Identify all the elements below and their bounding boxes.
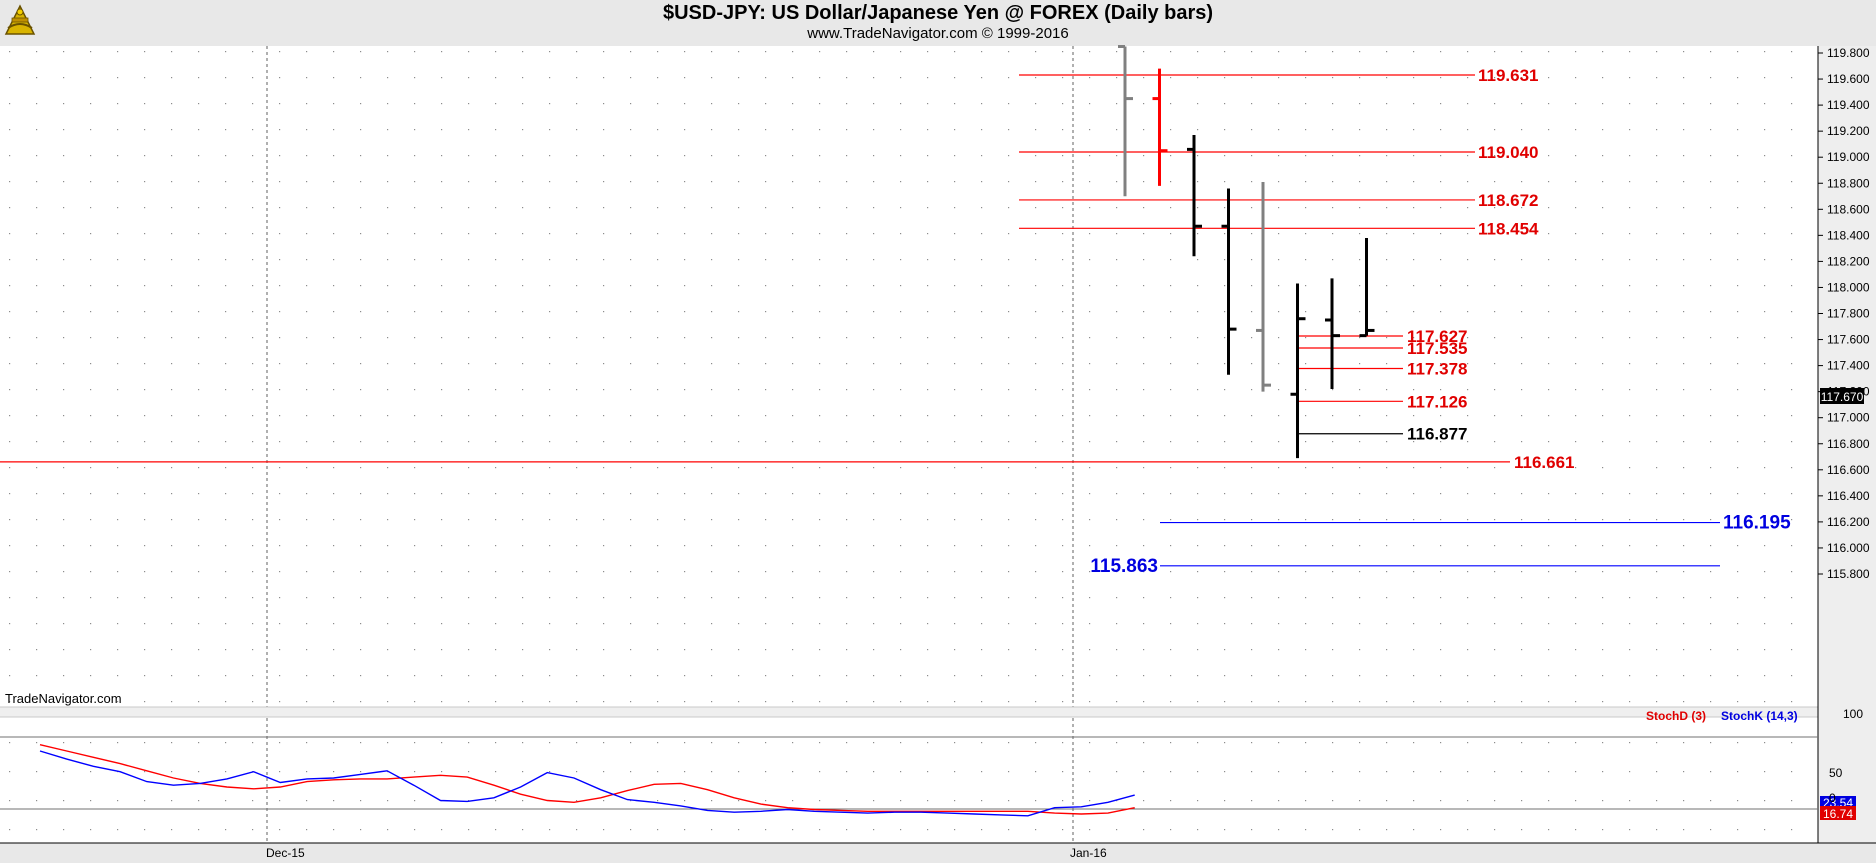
price-level: 118.454 xyxy=(1019,219,1539,238)
price-axis-panel xyxy=(1818,46,1876,843)
stochd-legend: StochD (3) xyxy=(1646,709,1706,723)
chart-subtitle: www.TradeNavigator.com © 1999-2016 xyxy=(807,25,1069,42)
price-level-label: 117.535 xyxy=(1407,339,1468,358)
price-level: 116.661 xyxy=(0,453,1575,472)
price-tick-label: 116.200 xyxy=(1827,515,1870,529)
date-label-jan: Jan-16 xyxy=(1070,846,1107,860)
stochd-line xyxy=(39,744,1135,815)
price-level-label: 116.877 xyxy=(1407,425,1468,444)
price-level-label: 119.040 xyxy=(1478,143,1539,162)
price-level-label: 118.454 xyxy=(1478,219,1539,238)
price-level: 119.631 xyxy=(1019,66,1539,85)
price-tick-label: 116.400 xyxy=(1827,489,1870,503)
pane-separator xyxy=(0,707,1876,717)
stoch-tick-100: 100 xyxy=(1843,707,1863,721)
price-tick-label: 119.600 xyxy=(1827,72,1870,86)
date-axis xyxy=(0,843,1876,863)
stochk-line xyxy=(39,750,1135,817)
ohlc-bar xyxy=(1187,135,1202,257)
price-levels: 119.631 119.040 118.672 118.454 117.627117.5… xyxy=(0,66,1791,577)
last-price-tag xyxy=(1820,388,1864,404)
price-tick-label: 117.800 xyxy=(1827,307,1870,321)
price-tick-label: 119.200 xyxy=(1827,124,1870,138)
price-level: 117.535 xyxy=(1297,339,1468,358)
date-label-dec: Dec-15 xyxy=(266,846,305,860)
price-tick-label: 118.800 xyxy=(1827,176,1870,190)
ohlc-bar xyxy=(1221,188,1237,375)
stoch-tick-0: 0 xyxy=(1829,791,1836,805)
price-tick-label: 119.400 xyxy=(1827,98,1870,112)
stochd-value-label: 16.74 xyxy=(1823,807,1853,821)
price-level: 115.863 xyxy=(1090,556,1720,577)
chart-header: $USD-JPY: US Dollar/Japanese Yen @ FOREX… xyxy=(0,0,1876,46)
price-tick-label: 118.400 xyxy=(1827,228,1870,242)
price-tick-label: 116.000 xyxy=(1827,541,1870,555)
price-level-label: 119.631 xyxy=(1478,66,1539,85)
price-level: 119.040 xyxy=(1019,143,1539,162)
ohlc-bar xyxy=(1152,68,1168,186)
stoch-tick-50: 50 xyxy=(1829,766,1843,780)
price-tick-label: 119.800 xyxy=(1827,46,1870,60)
ohlc-bar xyxy=(1325,278,1340,390)
ohlc-bar xyxy=(1118,44,1133,197)
ohlc-bar xyxy=(1290,283,1306,459)
price-tick-label: 118.000 xyxy=(1827,280,1870,294)
price-level-label: 115.863 xyxy=(1090,556,1158,577)
ohlc-bar xyxy=(1256,181,1271,392)
stochastic-lines xyxy=(39,744,1135,817)
price-level: 118.672 xyxy=(1019,191,1539,210)
ohlc-bar xyxy=(1359,237,1375,338)
price-tick-label: 116.600 xyxy=(1827,463,1870,477)
price-tick-label: 117.600 xyxy=(1827,333,1870,347)
chart-title: $USD-JPY: US Dollar/Japanese Yen @ FOREX… xyxy=(662,2,1214,24)
price-level-label: 117.627 xyxy=(1407,327,1468,346)
price-grid xyxy=(0,46,1818,707)
price-axis-ticks: 119.800 119.600 119.400 119.200 119.000 118.8… xyxy=(1818,46,1870,581)
price-tick-label: 115.800 xyxy=(1827,567,1870,581)
price-level-label: 117.378 xyxy=(1407,359,1468,378)
price-tick-label: 117.000 xyxy=(1827,411,1870,425)
stochk-value-tag xyxy=(1820,796,1856,809)
stochk-legend: StochK (14,3) xyxy=(1721,709,1798,723)
price-tick-label: 119.000 xyxy=(1827,150,1870,164)
price-level: 116.877 xyxy=(1297,425,1468,444)
last-price-label: 117.670 xyxy=(1821,390,1864,404)
price-level-label: 117.126 xyxy=(1407,392,1468,411)
price-level-label: 118.672 xyxy=(1478,191,1539,210)
sextant-logo-icon xyxy=(4,4,36,35)
price-level-label: 116.195 xyxy=(1723,513,1791,534)
price-level-label: 116.661 xyxy=(1514,453,1575,472)
price-level: 117.627 xyxy=(1297,327,1468,346)
price-level: 117.378 xyxy=(1297,359,1468,378)
stochd-value-tag xyxy=(1820,806,1856,820)
price-tick-label: 116.800 xyxy=(1827,437,1870,451)
price-level: 116.195 xyxy=(1160,513,1791,534)
price-tick-label: 117.400 xyxy=(1827,359,1870,373)
price-tick-label: 118.200 xyxy=(1827,254,1870,268)
ohlc-bars xyxy=(1118,44,1375,459)
price-level: 117.126 xyxy=(1297,392,1468,411)
price-tick-label: 118.600 xyxy=(1827,202,1870,216)
watermark: TradeNavigator.com xyxy=(5,691,122,706)
